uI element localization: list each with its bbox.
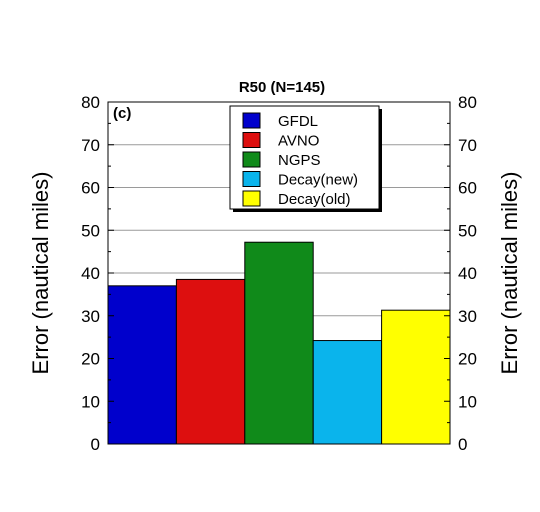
legend-swatch (242, 132, 261, 148)
left-tick-label: 70 (81, 136, 100, 155)
legend-label: Decay(new) (278, 172, 358, 189)
bar-avno (175, 278, 246, 445)
chart-title: R50 (N=145) (239, 79, 325, 96)
legend-label: GFDL (278, 113, 318, 130)
right-tick-label: 60 (458, 179, 477, 198)
right-tick-label: 0 (458, 435, 467, 454)
right-tick-label: 30 (458, 307, 477, 326)
bar-decay-old (381, 309, 451, 445)
right-tick-label: 40 (458, 264, 477, 283)
legend-label: Decay(old) (278, 191, 351, 208)
left-tick-label: 0 (91, 435, 100, 454)
right-tick-label: 70 (458, 136, 477, 155)
legend-label: AVNO (278, 133, 319, 150)
right-axis-ticks: 0 10 20 30 40 50 60 70 80 (444, 93, 477, 454)
bars (107, 241, 451, 445)
left-tick-label: 50 (81, 221, 100, 240)
bar-ngps (244, 241, 314, 445)
legend-swatch (242, 171, 261, 187)
left-tick-label: 20 (81, 350, 100, 369)
legend-swatch (242, 190, 261, 207)
legend-swatch (242, 151, 261, 168)
left-tick-label: 30 (81, 307, 100, 326)
legend-label: NGPS (278, 152, 321, 169)
right-tick-label: 20 (458, 350, 477, 369)
left-axis-ticks: 0 10 20 30 40 50 60 70 80 (81, 93, 114, 454)
right-tick-label: 50 (458, 221, 477, 240)
left-axis-label: Error (nautical miles) (28, 172, 53, 375)
legend: GFDL AVNO NGPS Decay(new) Decay(old) (229, 105, 382, 212)
right-tick-label: 10 (458, 392, 477, 411)
right-axis-label: Error (nautical miles) (497, 172, 522, 375)
right-tick-label: 80 (458, 93, 477, 112)
bar-gfdl (107, 285, 177, 445)
bar-decay-new (312, 340, 383, 445)
legend-swatch (242, 112, 261, 129)
left-tick-label: 10 (81, 392, 100, 411)
left-tick-label: 40 (81, 264, 100, 283)
left-tick-label: 80 (81, 93, 100, 112)
panel-label: (c) (113, 105, 131, 122)
left-tick-label: 60 (81, 179, 100, 198)
